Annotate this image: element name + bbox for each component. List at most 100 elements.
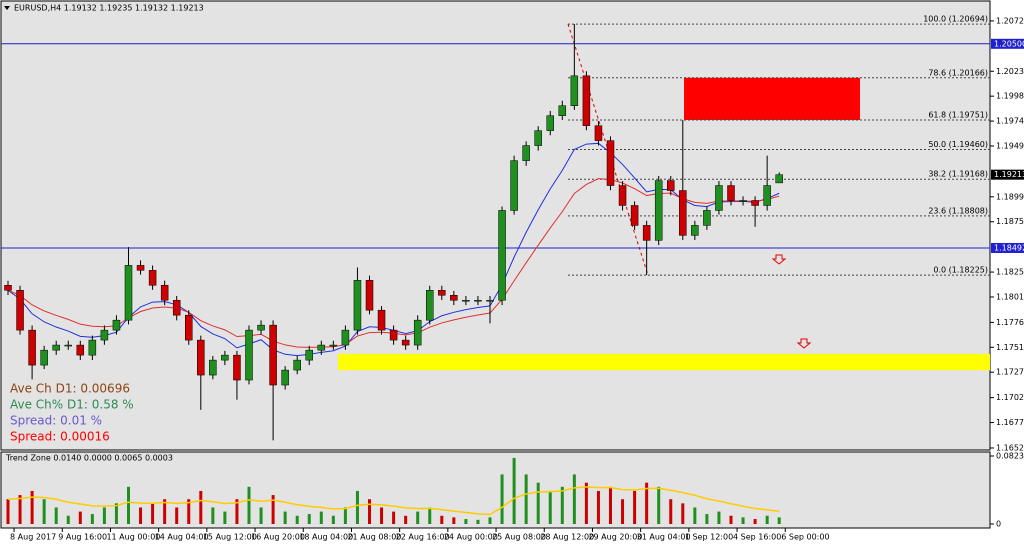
candle-body [630, 205, 639, 226]
bar [609, 486, 612, 524]
bar [476, 519, 480, 524]
candle-body [100, 329, 109, 341]
y-tick-label: 0.0823 [996, 452, 1024, 461]
x-tick-label: 24 Aug 00:00 [444, 533, 498, 542]
candle-body [401, 339, 410, 346]
candle-body [112, 319, 121, 331]
indicator-panel [0, 451, 991, 529]
candle-body [558, 105, 567, 116]
x-tick-label: 31 Aug 04:00 [637, 533, 691, 542]
info-text: Ave Ch% D1: 0.58 % [10, 398, 134, 412]
candle-body [88, 339, 97, 356]
price-level-label: 1.20500 [994, 39, 1024, 48]
y-tick-label: 1.20725 [996, 16, 1024, 25]
bar [18, 495, 22, 524]
bar [235, 499, 239, 524]
candle-body [450, 294, 458, 301]
bar [428, 507, 432, 524]
x-tick-label: 8 Aug 2017 [10, 533, 56, 542]
candle-body [438, 290, 446, 296]
bar [247, 486, 251, 524]
fib-label: 23.6 (1.18808) [928, 206, 988, 215]
bar [669, 499, 673, 524]
candle-body [124, 265, 133, 321]
candle-body [763, 185, 771, 206]
bar [729, 515, 733, 524]
fib-label: 38.2 (1.19168) [928, 170, 988, 179]
bar [114, 503, 118, 524]
candle-body [486, 299, 494, 302]
bar [343, 507, 347, 524]
fib-trendline [567, 23, 649, 276]
fib-label: 0.0 (1.18225) [933, 266, 988, 275]
candle-body [257, 324, 265, 331]
candle-body [197, 339, 205, 376]
candle-body [534, 130, 542, 146]
bar [440, 515, 444, 524]
candle-body [16, 290, 24, 331]
y-tick-label: 1.18750 [996, 217, 1024, 226]
bar [331, 515, 335, 524]
bar [90, 514, 94, 524]
y-tick-label: 1.19985 [996, 92, 1024, 101]
candle-body [377, 309, 386, 331]
y-tick-label: 1.16775 [996, 418, 1024, 427]
candle-body [269, 324, 277, 386]
x-tick-label: 18 Aug 04:00 [299, 533, 353, 542]
bar [211, 507, 215, 524]
y-tick-label: 1.18010 [996, 292, 1024, 301]
candle-body [76, 344, 85, 356]
candle-body [727, 185, 735, 201]
x-tick-label: 14 Aug 04:00 [155, 533, 209, 542]
bar [777, 517, 781, 524]
price-level-label: 1.18492 [994, 243, 1024, 252]
fib-label: 50.0 (1.19460) [928, 140, 988, 149]
candle-body [365, 280, 374, 311]
current-price-label: 1.19213 [994, 170, 1024, 179]
chart-title: EURUSD,H4 1.19132 1.19235 1.19132 1.1921… [14, 4, 204, 13]
x-tick-label: 9 Aug 16:00 [58, 533, 107, 542]
candle-body [136, 265, 145, 271]
down-arrow [796, 338, 812, 349]
y-tick-label: 1.18995 [996, 192, 1024, 201]
x-tick-label: 1 Sep 12:00 [685, 533, 733, 542]
candle-body [546, 115, 554, 131]
candle-body [739, 200, 747, 202]
bar [753, 519, 757, 524]
candle-body [751, 200, 759, 206]
zone [684, 77, 860, 120]
candle-body [209, 359, 217, 376]
fib-label: 61.8 (1.19751) [928, 110, 988, 119]
bar [271, 495, 275, 524]
candle-body [703, 210, 711, 226]
fib-label: 78.6 (1.20166) [928, 68, 988, 77]
candle-body [413, 319, 422, 346]
candle-body [172, 299, 181, 316]
candle-body [389, 329, 398, 341]
bar [392, 511, 396, 524]
candle-body [594, 125, 603, 141]
bar [319, 511, 323, 524]
bar [355, 490, 359, 524]
y-tick-label: 1.20230 [996, 67, 1024, 76]
bar [705, 514, 709, 524]
bar [584, 482, 588, 524]
bar [380, 507, 384, 524]
bar [717, 511, 721, 524]
y-tick-label: 1.18255 [996, 268, 1024, 277]
candle-body [775, 174, 783, 184]
x-tick-label: 6 Sep 00:00 [781, 533, 829, 542]
y-tick-label: 1.16525 [996, 443, 1024, 452]
x-tick-label: 22 Aug 16:00 [396, 533, 450, 542]
bar [223, 511, 227, 524]
bar [765, 515, 769, 524]
candle-body [522, 145, 530, 161]
menu-arrow[interactable] [4, 6, 10, 10]
candle-body [474, 299, 482, 302]
y-tick-label: 1.17760 [996, 318, 1024, 327]
candle-body [570, 75, 579, 106]
bar [500, 474, 504, 524]
info-text: Ave Ch D1: 0.00696 [10, 382, 130, 396]
bar [139, 507, 143, 524]
